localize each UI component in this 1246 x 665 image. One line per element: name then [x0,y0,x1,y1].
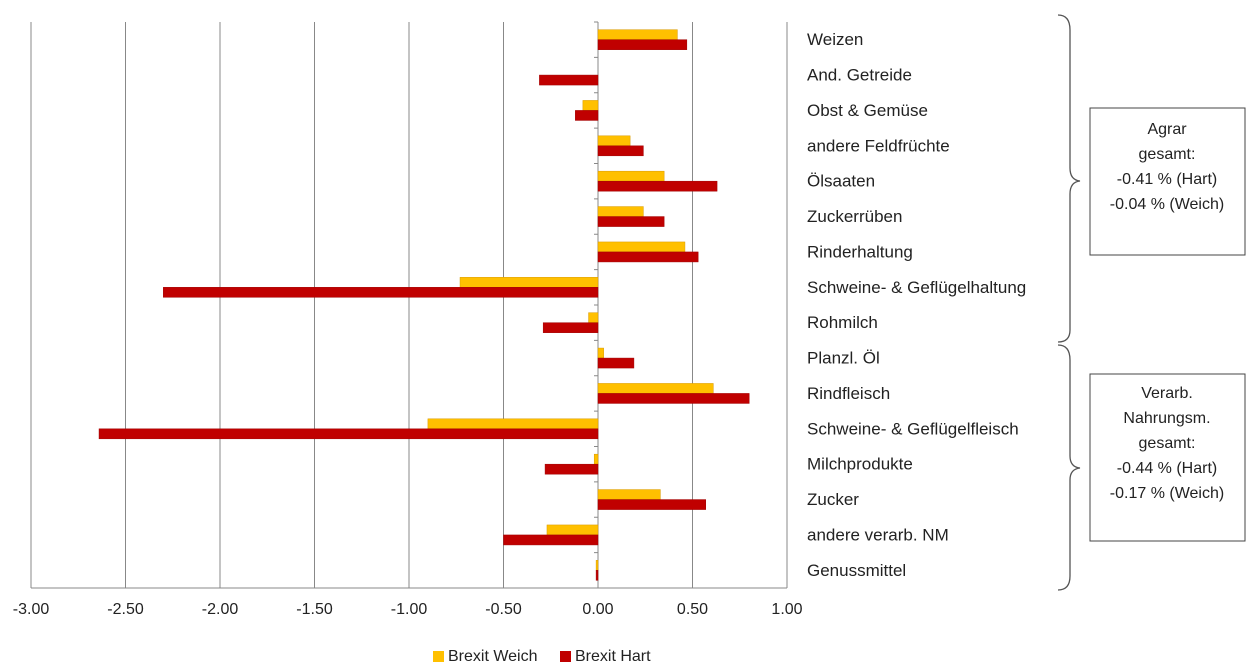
x-tick-label: -0.50 [485,601,522,618]
legend-swatch [433,651,444,662]
bar [597,393,750,404]
x-tick-label: 1.00 [771,601,802,618]
x-tick-label: -2.50 [107,601,144,618]
bar [597,216,665,227]
bar [98,428,599,440]
annotation-text: -0.44 % (Hart) [1117,460,1217,477]
x-tick-label: 0.00 [582,601,613,618]
category-label: Genussmittel [807,561,906,580]
bar [542,322,599,333]
bar [427,418,599,430]
category-label: Milchprodukte [807,455,913,474]
category-label: andere verarb. NM [807,525,949,544]
legend-swatch [560,651,571,662]
bar [163,287,599,298]
x-tick-label: -3.00 [13,601,50,618]
annotation-text: gesamt: [1139,435,1196,452]
annotation-text: -0.17 % (Weich) [1110,485,1224,502]
category-label: Zucker [807,490,859,509]
category-label: Rohmilch [807,313,878,332]
category-label: Zuckerrüben [807,207,902,226]
bar [597,383,714,394]
category-label: Planzl. Öl [807,349,880,368]
bar [597,135,631,147]
annotation-text: Nahrungsm. [1123,410,1210,427]
bar [546,524,599,536]
annotation-box [1089,373,1246,542]
legend-label: Brexit Weich [448,648,538,665]
bar [503,534,599,546]
category-label: Schweine- & Geflügelhaltung [807,278,1026,297]
bar [597,241,686,253]
annotation-text: Verarb. [1141,385,1193,402]
bar [597,29,678,40]
category-label: Obst & Gemüse [807,101,928,120]
bar [597,145,644,157]
bar [595,570,599,581]
bar [597,251,699,263]
bar [593,453,599,465]
category-label: Weizen [807,30,863,49]
annotation-text: Agrar [1147,121,1187,138]
bar [597,180,718,192]
bar [597,357,635,369]
bar [539,74,599,86]
category-label: And. Getreide [807,66,912,85]
bar [597,489,661,500]
bar [544,463,599,475]
x-tick-label: -1.50 [296,601,333,618]
brace [1057,344,1081,591]
bar [597,39,688,50]
bar [595,560,599,571]
category-label: andere Feldfrüchte [807,136,950,155]
x-tick-label: -1.00 [391,601,428,618]
annotation-text: -0.04 % (Weich) [1110,196,1224,213]
bar [459,277,599,288]
annotation-text: -0.41 % (Hart) [1117,171,1217,188]
category-label: Ölsaaten [807,172,875,191]
category-label: Rinderhaltung [807,242,913,261]
annotation-text: gesamt: [1139,146,1196,163]
annotation-box [1089,107,1246,256]
category-label: Rindfleisch [807,384,890,403]
legend-label: Brexit Hart [575,648,651,665]
bar [597,499,706,510]
x-tick-label: -2.00 [202,601,239,618]
bar [597,206,644,217]
bar [597,170,665,182]
category-label: Schweine- & Geflügelfleisch [807,419,1019,438]
bar [575,110,599,121]
x-tick-label: 0.50 [677,601,708,618]
bar [588,312,599,323]
bar [582,100,599,111]
brace [1057,14,1081,343]
bar [597,347,604,359]
